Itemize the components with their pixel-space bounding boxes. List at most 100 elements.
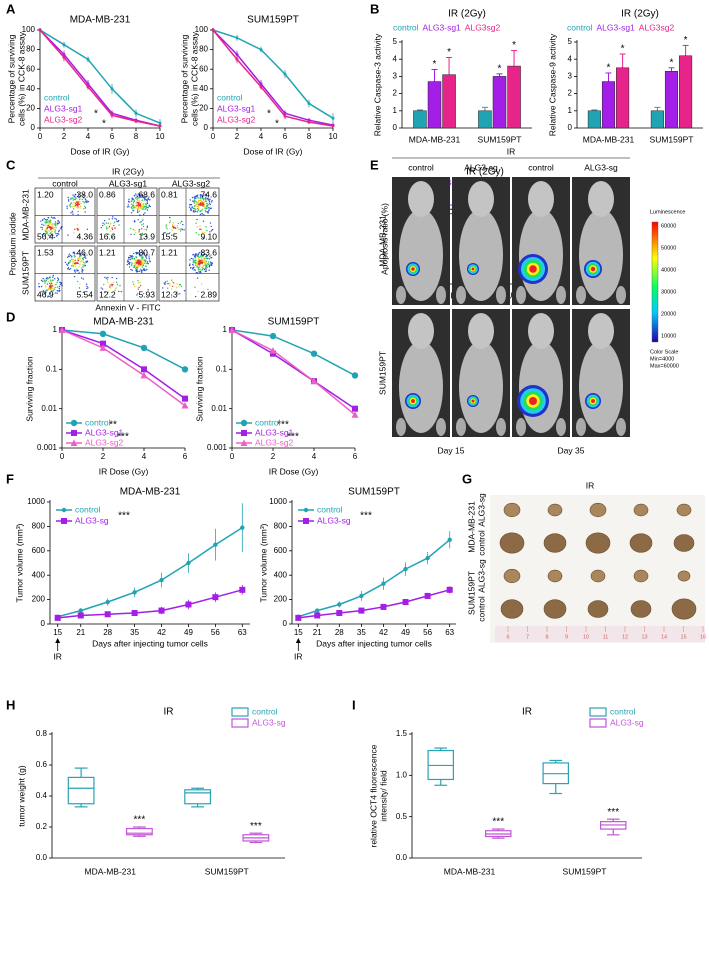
x-tick-label: 2 — [271, 452, 276, 461]
flow-dot — [172, 222, 174, 224]
group-label: control — [476, 530, 486, 556]
flow-dot — [132, 228, 135, 231]
quadrant-value: 46.0 — [76, 247, 93, 257]
flow-dot — [49, 222, 51, 224]
flow-dot — [200, 283, 203, 285]
flow-dot — [75, 201, 78, 203]
flow-dot — [137, 202, 139, 204]
flow-dot — [201, 231, 204, 233]
flow-dot — [206, 264, 208, 267]
tumor — [633, 569, 649, 583]
flow-dot — [128, 198, 130, 201]
marker — [424, 592, 431, 599]
flow-dot — [189, 259, 191, 261]
flow-column: control — [52, 178, 78, 188]
flow-dot — [201, 261, 203, 264]
flow-dot — [114, 217, 116, 220]
flow-dot — [67, 200, 70, 202]
flow-dot — [130, 212, 133, 214]
flow-dot — [144, 262, 146, 264]
legend-label: control — [85, 417, 111, 427]
flow-dot — [207, 288, 209, 291]
flow-dot — [130, 233, 132, 236]
tumor — [543, 533, 567, 553]
marker — [212, 594, 219, 601]
flow-dot — [51, 234, 53, 236]
flow-dot — [79, 255, 81, 258]
y-tick-label: 60 — [26, 64, 35, 73]
flow-dot — [179, 230, 182, 232]
flow-dot — [178, 228, 180, 231]
bar — [478, 110, 492, 129]
flow-dot — [128, 266, 131, 268]
y-tick-label: 0 — [204, 123, 209, 132]
mouse-leg — [576, 418, 586, 436]
flow-dot — [51, 287, 54, 290]
flow-dot — [132, 205, 134, 208]
flow-dot — [58, 289, 60, 291]
flow-dot — [140, 206, 143, 208]
flow-dot — [176, 283, 178, 285]
flow-dot — [52, 285, 55, 287]
flow-dot — [77, 193, 80, 195]
flow-dot — [76, 228, 78, 230]
flow-dot — [133, 285, 136, 288]
flow-dot — [134, 229, 136, 232]
flow-dot — [205, 257, 208, 259]
y-tick-label: 0 — [568, 123, 573, 132]
flow-dot — [136, 267, 138, 269]
flow-dot — [204, 253, 206, 255]
marker — [61, 518, 67, 524]
flow-dot — [138, 200, 141, 203]
marker — [62, 55, 66, 59]
flow-dot — [40, 220, 42, 222]
marker — [239, 586, 246, 593]
flow-dot — [136, 270, 139, 272]
flow-dot — [202, 267, 205, 270]
significance: *** — [277, 420, 289, 431]
flow-dot — [198, 233, 200, 236]
tumor-photo — [490, 495, 705, 643]
legend-label: control — [75, 504, 101, 514]
flow-dot — [84, 263, 86, 265]
flow-dot — [75, 197, 77, 199]
flow-dot — [55, 222, 57, 224]
marker — [158, 121, 162, 125]
flow-dot — [112, 216, 114, 218]
flow-dot — [146, 261, 149, 263]
flow-dot — [50, 216, 53, 218]
flow-dot — [78, 196, 80, 198]
flow-dot — [135, 231, 137, 234]
x-tick-label: 21 — [313, 628, 322, 637]
marker — [331, 116, 335, 120]
flow-dot — [181, 228, 184, 231]
flow-dot — [73, 263, 76, 266]
significance: * — [102, 119, 106, 130]
series-line — [212, 29, 334, 119]
flow-dot — [112, 283, 114, 286]
y-axis-label: Surviving fraction — [194, 356, 204, 421]
mice-column: control — [528, 162, 554, 172]
flow-dot — [201, 267, 203, 269]
y-tick-label: 4 — [393, 54, 398, 63]
flow-dot — [82, 264, 84, 266]
colorbar-tick: 10000 — [661, 333, 676, 339]
flow-dot — [73, 275, 76, 278]
tumor — [671, 598, 697, 620]
flow-dot — [199, 196, 202, 198]
bar — [442, 74, 456, 129]
significance: * — [447, 47, 451, 58]
flow-dot — [132, 266, 135, 268]
flow-dot — [118, 224, 120, 226]
flow-dot — [82, 194, 85, 197]
flow-dot — [77, 195, 80, 197]
flow-dot — [209, 203, 212, 206]
y-axis-label: Relative Caspase-3 activity — [372, 33, 382, 136]
flow-dot — [46, 276, 48, 279]
flow-dot — [41, 290, 43, 293]
flow-dot — [86, 228, 89, 231]
flow-dot — [74, 193, 77, 196]
series-line — [61, 329, 186, 407]
marker — [134, 119, 138, 123]
marker — [181, 366, 189, 373]
